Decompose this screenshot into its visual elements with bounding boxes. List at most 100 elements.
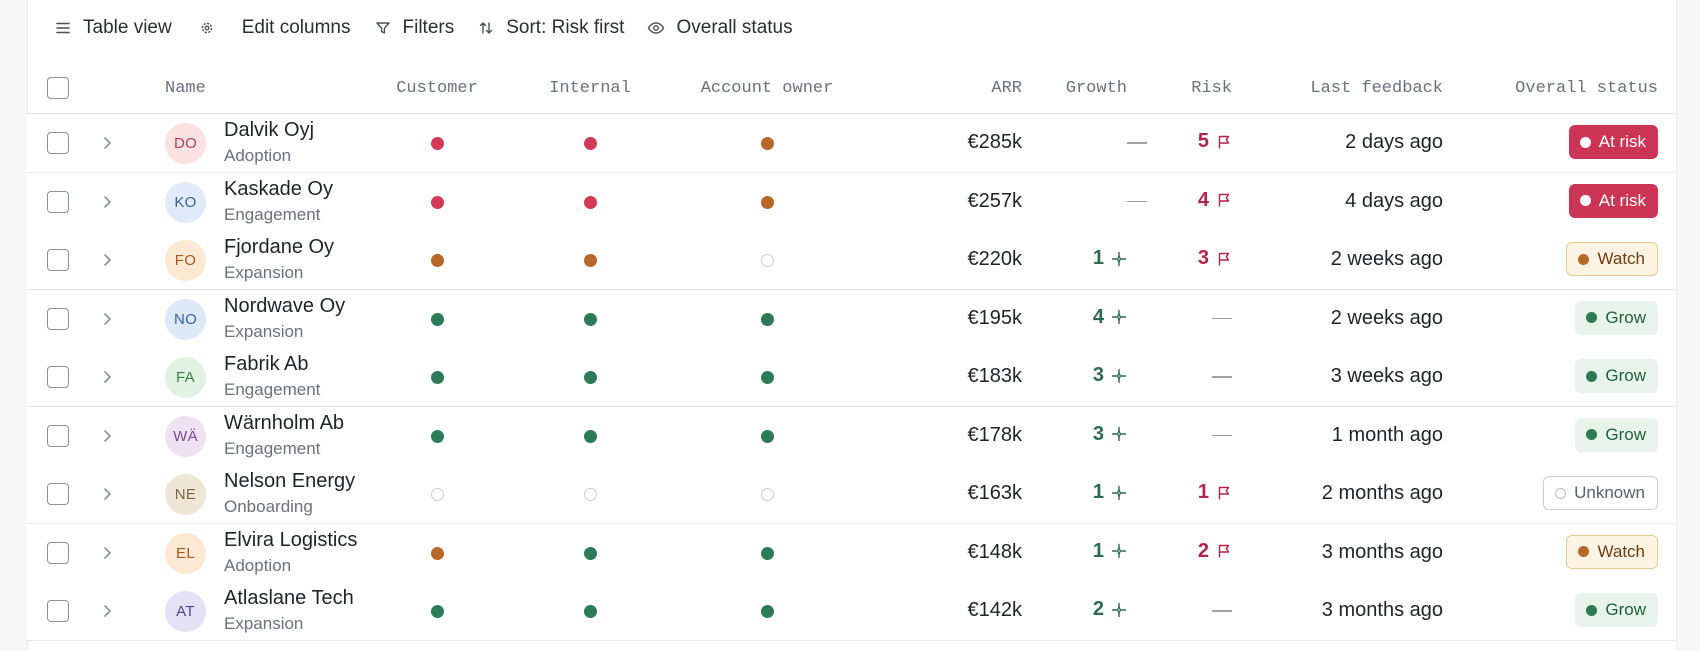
status-badge[interactable]: Grow <box>1575 359 1658 393</box>
customer-health-dot <box>431 371 444 384</box>
risk-value: 3 <box>1197 247 1209 269</box>
risk-empty-dash <box>1212 376 1232 378</box>
account-name[interactable]: Nelson Energy <box>224 470 356 492</box>
toolbar: Table view Edit columns Filters Sort: Ri… <box>42 9 804 47</box>
customer-health-dot <box>431 312 444 326</box>
owner-health-dot <box>761 605 774 618</box>
sparkle-icon <box>1111 368 1127 383</box>
account-segment: Engagement <box>224 204 321 224</box>
growth-value: 4 <box>1092 305 1104 328</box>
row-checkbox[interactable] <box>47 424 69 447</box>
settings-button[interactable] <box>183 9 231 47</box>
chevron-right-icon[interactable] <box>97 367 117 387</box>
header-growth[interactable]: Growth <box>1065 79 1127 98</box>
edit-columns-button[interactable]: Edit columns <box>231 9 362 47</box>
table-row[interactable]: FA Fabrik Ab Engagement €183k 3 3 weeks ago Gr… <box>27 348 1675 407</box>
status-badge[interactable]: Watch <box>1566 534 1658 569</box>
internal-health-dot <box>584 429 597 443</box>
avatar: EL <box>165 532 206 574</box>
header-overall-status[interactable]: Overall status <box>1515 79 1658 98</box>
chevron-right-icon[interactable] <box>97 192 117 212</box>
row-checkbox[interactable] <box>47 249 69 271</box>
account-name[interactable]: Dalvik Oyj <box>224 119 315 141</box>
status-dot <box>1579 136 1591 148</box>
chevron-right-icon[interactable] <box>97 543 117 563</box>
overall-status-button[interactable]: Overall status <box>635 9 803 47</box>
header-internal[interactable]: Internal <box>549 79 631 98</box>
chevron-right-icon[interactable] <box>97 250 117 270</box>
table-row[interactable]: NE Nelson Energy Onboarding €163k 1 1 2 months… <box>27 465 1675 524</box>
sort-button[interactable]: Sort: Risk first <box>465 9 635 47</box>
account-segment: Adoption <box>224 555 292 575</box>
header-arr[interactable]: ARR <box>991 79 1022 98</box>
row-checkbox[interactable] <box>47 307 69 330</box>
arr-value: €148k <box>967 540 1023 563</box>
flag-icon <box>1218 135 1230 148</box>
overall-status-label: Overall status <box>676 17 793 38</box>
row-checkbox[interactable] <box>47 190 69 213</box>
table-view-button[interactable]: Table view <box>42 9 183 47</box>
status-dot <box>1578 253 1590 265</box>
customer-health-dot <box>431 137 444 150</box>
table-row[interactable]: NO Nordwave Oy Expansion €195k 4 2 weeks ago G… <box>27 289 1675 349</box>
account-name[interactable]: Elvira Logistics <box>224 528 358 551</box>
row-checkbox[interactable] <box>47 132 69 154</box>
table-row[interactable]: KO Kaskade Oy Engagement €257k 4 4 days ago At… <box>27 172 1675 232</box>
customer-health-dot <box>431 546 444 560</box>
status-badge[interactable]: Grow <box>1575 300 1658 335</box>
table-row[interactable]: FO Fjordane Oy Expansion €220k 1 3 2 weeks ago… <box>27 231 1675 290</box>
header-name[interactable]: Name <box>165 79 206 98</box>
chevron-right-icon[interactable] <box>97 133 117 153</box>
row-checkbox[interactable] <box>47 541 69 564</box>
cog-icon <box>197 18 217 38</box>
status-badge[interactable]: Grow <box>1575 417 1658 452</box>
chevron-right-icon[interactable] <box>97 426 117 446</box>
flag-icon <box>1218 193 1230 207</box>
status-label: Grow <box>1605 307 1646 327</box>
header-customer[interactable]: Customer <box>396 79 478 98</box>
last-feedback: 1 month ago <box>1331 423 1443 446</box>
avatar: WÄ <box>165 415 206 457</box>
status-dot <box>1586 604 1598 616</box>
account-name[interactable]: Wärnholm Ab <box>224 411 345 434</box>
account-name[interactable]: Atlaslane Tech <box>224 587 354 609</box>
select-all-checkbox[interactable] <box>47 77 69 99</box>
account-name[interactable]: Kaskade Oy <box>224 177 333 200</box>
account-name[interactable]: Fabrik Ab <box>224 353 309 375</box>
chevron-right-icon[interactable] <box>97 484 117 504</box>
risk-empty-dash <box>1212 610 1232 612</box>
table-row[interactable]: DO Dalvik Oyj Adoption €285k 5 2 days ago At r… <box>27 114 1675 173</box>
row-checkbox[interactable] <box>47 600 69 622</box>
table-row[interactable]: AT Atlaslane Tech Expansion €142k 2 3 months … <box>27 582 1675 641</box>
status-badge[interactable]: Unknown <box>1543 476 1658 510</box>
arr-value: €285k <box>967 131 1023 153</box>
filters-button[interactable]: Filters <box>362 9 466 47</box>
header-last-feedback[interactable]: Last feedback <box>1310 79 1443 98</box>
chevron-right-icon[interactable] <box>97 601 117 621</box>
status-badge[interactable]: Watch <box>1566 242 1658 276</box>
filter-icon <box>373 18 393 38</box>
row-checkbox[interactable] <box>47 366 69 388</box>
growth-value: 3 <box>1092 422 1104 445</box>
table-row[interactable]: WÄ Wärnholm Ab Engagement €178k 3 1 month ago… <box>27 406 1675 466</box>
account-name[interactable]: Fjordane Oy <box>224 236 335 258</box>
internal-health-dot <box>584 312 597 326</box>
last-feedback: 3 months ago <box>1321 540 1443 563</box>
header-account-owner[interactable]: Account owner <box>700 79 834 98</box>
internal-health-dot <box>584 546 597 560</box>
status-badge[interactable]: At risk <box>1568 183 1658 218</box>
account-name[interactable]: Nordwave Oy <box>224 294 346 317</box>
risk-empty-dash <box>1212 317 1232 320</box>
header-risk[interactable]: Risk <box>1191 79 1232 98</box>
last-feedback: 2 months ago <box>1321 482 1443 504</box>
eye-icon <box>646 18 666 38</box>
owner-health-dot <box>761 546 774 560</box>
status-badge[interactable]: Grow <box>1575 593 1658 627</box>
status-label: Watch <box>1597 249 1645 268</box>
table-row[interactable]: EL Elvira Logistics Adoption €148k 1 2 3 month… <box>27 523 1675 583</box>
list-icon <box>53 18 73 38</box>
row-checkbox[interactable] <box>47 483 69 505</box>
growth-value: 1 <box>1092 247 1104 269</box>
status-badge[interactable]: At risk <box>1568 125 1658 159</box>
chevron-right-icon[interactable] <box>97 309 117 329</box>
